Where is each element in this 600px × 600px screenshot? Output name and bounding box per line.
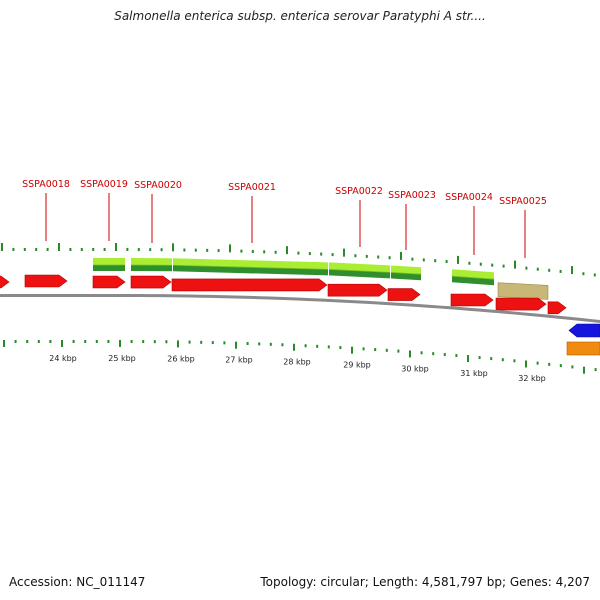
green-band-dark xyxy=(452,276,494,286)
green-band-light xyxy=(391,265,421,275)
scale-label: 24 kbp xyxy=(49,354,77,363)
green-band-divider xyxy=(172,264,329,270)
gene-label: SSPA0019 xyxy=(80,179,128,190)
inner-tick-track xyxy=(3,340,597,374)
tan-feature xyxy=(497,282,549,300)
gene-label: SSPA0022 xyxy=(335,186,383,197)
orange-feature xyxy=(566,341,600,356)
scale-label: 30 kbp xyxy=(401,364,429,373)
green-band-divider xyxy=(451,275,495,280)
scale-label: 29 kbp xyxy=(343,361,371,370)
green-band-divider xyxy=(390,272,422,275)
cds-arrow xyxy=(92,275,126,289)
backbone-track xyxy=(0,294,600,323)
cds-arrow xyxy=(450,293,494,307)
green-band-dark xyxy=(173,265,328,276)
cds-arrow xyxy=(24,274,68,288)
cds-arrow xyxy=(171,278,328,292)
gene-label: SSPA0023 xyxy=(388,190,436,201)
cds-arrow xyxy=(0,275,10,289)
gene-label: SSPA0025 xyxy=(499,196,547,207)
extra-feature-layer xyxy=(566,323,600,356)
green-band-dark xyxy=(93,265,125,272)
green-feature-track xyxy=(92,258,549,300)
scale-label: 32 kbp xyxy=(518,374,546,383)
green-band-dark xyxy=(391,272,421,281)
outer-tick-track xyxy=(1,243,596,277)
green-band-dark xyxy=(131,265,172,272)
cds-arrow xyxy=(130,275,172,289)
scale-label: 25 kbp xyxy=(108,354,136,363)
gene-label: SSPA0018 xyxy=(22,179,70,190)
green-band-divider xyxy=(328,269,391,273)
scale-label: 31 kbp xyxy=(460,369,488,378)
gene-label: SSPA0020 xyxy=(134,180,182,191)
cds-arrow xyxy=(387,288,421,301)
green-band-light xyxy=(93,258,125,266)
cds-arrow xyxy=(327,283,388,297)
green-band-light xyxy=(173,258,328,270)
gene-label-leaders xyxy=(45,193,526,258)
gene-label: SSPA0024 xyxy=(445,192,493,203)
cds-arrow xyxy=(495,297,547,311)
green-band-light xyxy=(131,258,172,266)
scale-label: 28 kbp xyxy=(283,358,311,367)
backbone-line xyxy=(0,294,600,323)
map-title: Salmonella enterica subsp. enterica sero… xyxy=(114,9,486,23)
accession-text: Accession: NC_011147 xyxy=(9,575,146,589)
scale-label: 27 kbp xyxy=(225,356,253,365)
scale-label-layer: 24 kbp 25 kbp 26 kbp 27 kbp 28 kbp 29 kbp 30 k… xyxy=(49,354,546,383)
cds-arrow xyxy=(547,301,567,315)
blue-cds-arrow xyxy=(568,323,600,338)
topology-text: Topology: circular; Length: 4,581,797 bp… xyxy=(260,575,590,589)
scale-label: 26 kbp xyxy=(167,354,195,363)
gene-label-layer: SSPA0018 SSPA0019 SSPA0020 SSPA0021 SSPA0022… xyxy=(22,179,547,207)
gene-label: SSPA0021 xyxy=(228,182,276,193)
cds-feature-track xyxy=(0,274,567,315)
